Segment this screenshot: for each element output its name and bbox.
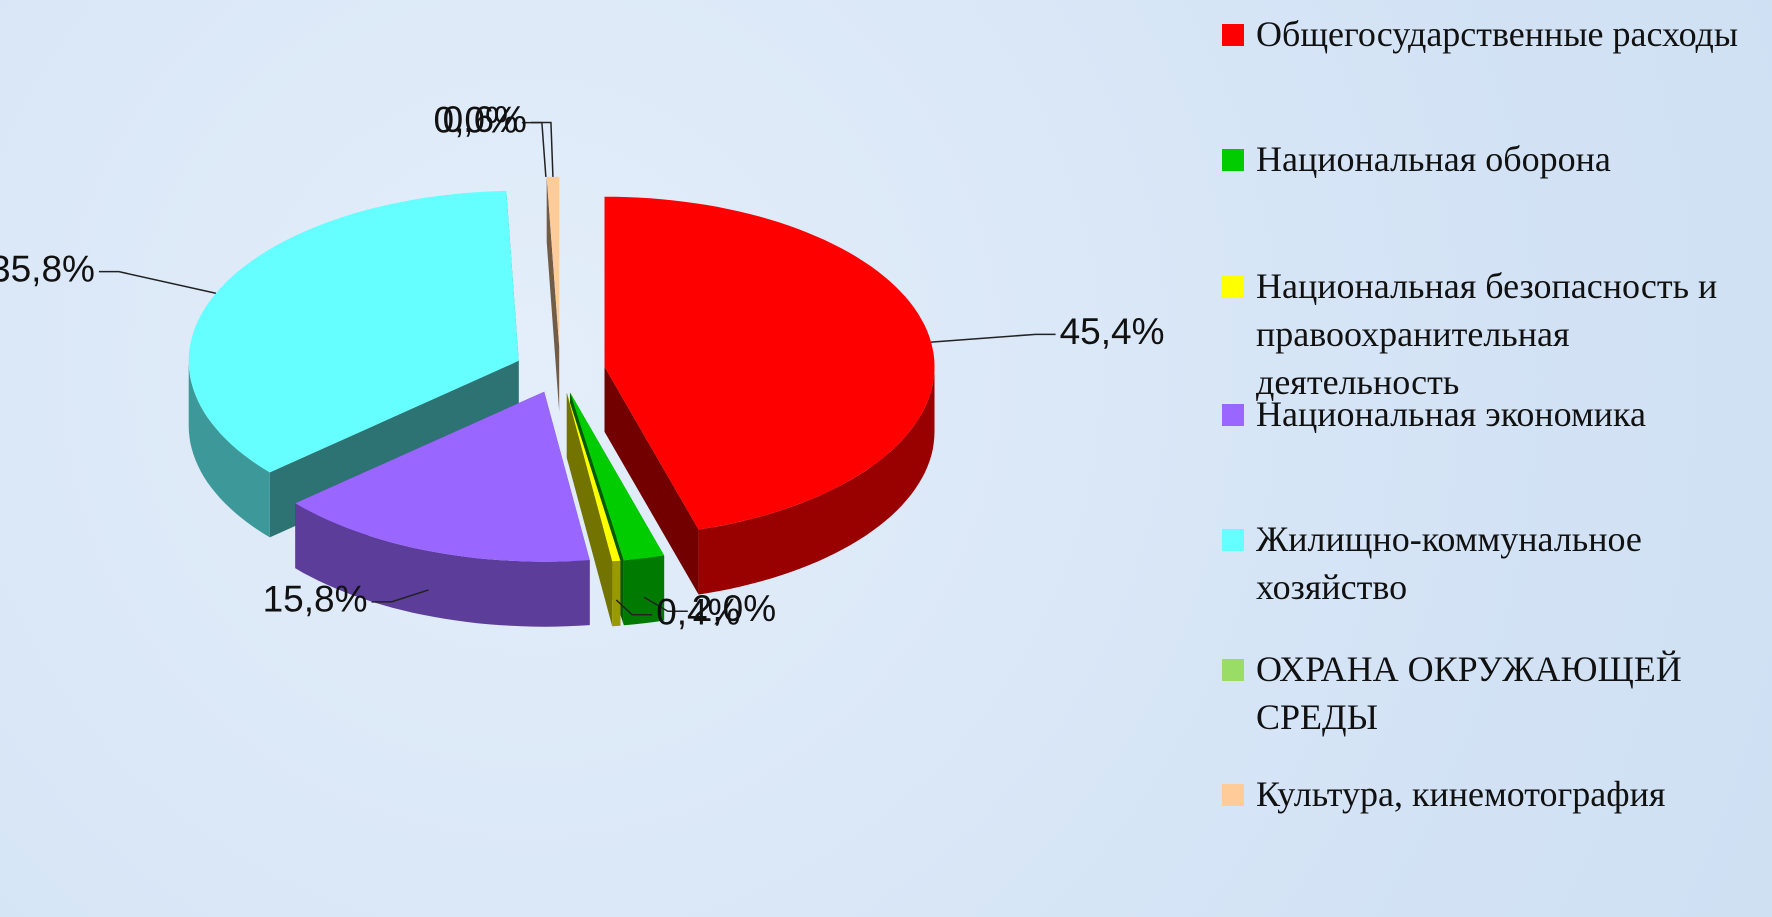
legend-item: Культура, кинемотография [1222,770,1767,818]
slice-side [604,366,699,595]
leader-line [615,599,653,616]
data-label: 45,4% [1060,311,1165,352]
legend-item: Национальная оборона [1222,135,1767,183]
data-label: 2,0% [692,588,776,629]
leader-line [98,270,217,295]
legend-label: Национальная оборона [1256,139,1611,179]
slice [295,391,590,562]
legend-label: ОХРАНА ОКРУЖАЮЩЕЙ СРЕДЫ [1256,649,1682,737]
legend-item: Национальная экономика [1222,390,1767,438]
data-label: 15,8% [263,579,368,620]
slice [604,196,935,595]
slice [604,196,935,530]
legend-swatch [1222,149,1244,171]
legend-swatch [1222,659,1244,681]
slice [546,176,560,347]
slice [295,391,590,627]
slice [566,392,621,562]
legend-label: Жилищно-коммунальное хозяйство [1256,519,1642,607]
data-label: 0,0% [434,99,518,140]
legend-item: Национальная безопасность и правоохранит… [1222,262,1767,406]
leader-line [371,589,429,603]
legend-item: ОХРАНА ОКРУЖАЮЩЕЙ СРЕДЫ [1222,645,1767,741]
leader-line [931,333,1056,343]
data-label: 0,4% [656,592,740,633]
legend-swatch [1222,404,1244,426]
slice-wall [188,360,270,538]
leader-line [530,121,554,177]
legend-item: Жилищно-коммунальное хозяйство [1222,515,1767,611]
legend-label: Культура, кинемотография [1256,774,1666,814]
slice [566,392,621,627]
legend-label: Национальная безопасность и правоохранит… [1256,266,1718,402]
slice [546,176,560,412]
legend-swatch [1222,276,1244,298]
legend-swatch [1222,529,1244,551]
slice [570,392,665,561]
slice-wall [612,560,621,627]
legend-swatch [1222,784,1244,806]
slice-side [566,392,613,627]
legend-label: Национальная экономика [1256,394,1646,434]
slice [188,190,519,473]
slice-wall [623,555,665,626]
data-label: 0,6% [443,99,527,140]
legend-item: Общегосударственные расходы [1222,10,1767,58]
legend-label: Общегосударственные расходы [1256,14,1739,54]
legend-swatch [1222,24,1244,46]
leader-line [643,596,688,613]
data-label: 35,8% [0,248,95,289]
slice-side [546,176,560,412]
slice-wall [295,503,590,627]
slice-wall [698,366,935,595]
